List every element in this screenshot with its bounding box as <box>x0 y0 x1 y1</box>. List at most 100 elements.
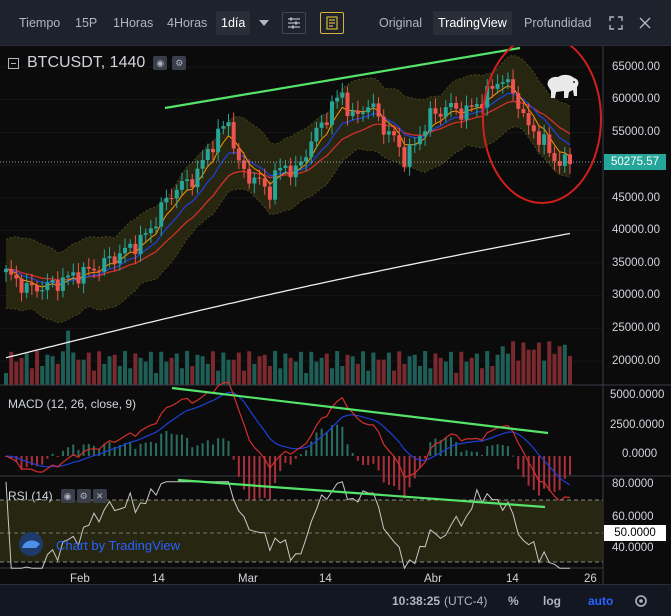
macd-hist-bar <box>465 450 468 456</box>
volume-bar <box>45 354 50 385</box>
volume-bar <box>376 359 381 385</box>
interval-1d[interactable]: 1día <box>216 11 251 35</box>
toolbar: Tiempo 15P 1Horas 4Horas 1día Original T… <box>0 0 671 46</box>
dropdown-arrow-icon[interactable] <box>252 12 276 34</box>
volume-bar <box>324 353 329 385</box>
macd-hist-bar <box>72 444 75 456</box>
candle-body <box>407 144 412 167</box>
volume-bar <box>511 341 516 385</box>
candle-body <box>19 278 24 293</box>
candle-body <box>278 168 283 171</box>
macd-hist-bar <box>274 456 277 484</box>
timezone[interactable]: (UTC-4) <box>444 594 488 608</box>
gear-icon[interactable]: ⚙ <box>76 489 91 503</box>
log-toggle[interactable]: log <box>543 594 561 608</box>
collapse-icon[interactable] <box>8 57 19 69</box>
candle-body <box>226 122 231 127</box>
macd-hist-bar <box>512 455 515 457</box>
candle-body <box>345 92 350 117</box>
volume-bar <box>423 351 428 385</box>
macd-hist-bar <box>108 442 111 456</box>
time-label: Mar <box>238 573 258 585</box>
interval-4h[interactable]: 4Horas <box>167 16 208 30</box>
close-icon[interactable] <box>633 12 657 34</box>
view-original[interactable]: Original <box>379 16 423 30</box>
candle-body <box>45 282 50 291</box>
chart-area[interactable]: BTCUSDT, 1440 ◉ ⚙ MACD (12, 26, close, 9… <box>0 46 671 585</box>
volume-bar <box>298 351 303 385</box>
macd-hist-bar <box>92 445 95 456</box>
fullscreen-icon[interactable] <box>604 12 628 34</box>
macd-hist-bar <box>455 442 458 456</box>
volume-bar <box>4 373 8 385</box>
candle-body <box>60 277 65 291</box>
view-depth[interactable]: Profundidad <box>524 16 592 30</box>
candle-body <box>511 79 516 94</box>
candle-body <box>552 153 557 162</box>
candle-body <box>107 256 112 259</box>
volume-bar <box>505 353 510 385</box>
eye-icon[interactable]: ◉ <box>60 489 75 503</box>
macd-hist-bar <box>263 456 266 498</box>
view-tradingview[interactable]: TradingView <box>433 11 512 35</box>
volume-bar <box>9 351 14 385</box>
candle-body <box>412 144 417 146</box>
volume-bar <box>557 346 562 385</box>
price-chart-canvas[interactable] <box>0 46 671 584</box>
volume-bar <box>304 372 309 385</box>
gear-icon[interactable]: ⚙ <box>172 56 187 70</box>
ema-slow-line <box>5 92 571 285</box>
volume-bar <box>371 352 376 385</box>
macd-hist-bar <box>418 456 421 468</box>
candle-body <box>91 268 96 271</box>
macd-hist-bar <box>124 443 127 456</box>
volume-bar <box>97 351 102 385</box>
settings-sliders-icon[interactable] <box>282 12 306 34</box>
interval-15p[interactable]: 15P <box>75 16 98 30</box>
chart-settings-icon[interactable] <box>633 593 649 612</box>
macd-hist-bar <box>232 456 235 460</box>
eye-icon[interactable]: ◉ <box>153 56 168 70</box>
volume-bar <box>40 365 45 385</box>
candle-body <box>366 107 371 113</box>
rsi-level-tag: 50.0000 <box>604 525 666 541</box>
macd-hist-bar <box>113 446 116 456</box>
notes-icon[interactable] <box>320 12 344 34</box>
macd-hist-bar <box>522 456 525 478</box>
macd-hist-bar <box>15 456 18 462</box>
candle-body <box>257 177 262 179</box>
close-icon[interactable]: ✕ <box>92 489 107 503</box>
candle-body <box>423 131 428 137</box>
rsi-label: 60.0000 <box>612 511 654 523</box>
bollinger-lower-line <box>5 126 571 324</box>
macd-hist-bar <box>227 440 230 456</box>
volume-bar <box>154 372 159 385</box>
volume-bar <box>536 342 541 385</box>
volume-bar <box>459 351 464 385</box>
candle-body <box>242 160 247 169</box>
candle-body <box>123 247 128 254</box>
candle-body <box>521 108 526 114</box>
macd-hist-bar <box>532 456 535 491</box>
auto-toggle[interactable]: auto <box>588 594 614 608</box>
volume-bar <box>143 361 148 385</box>
volume-bar <box>29 368 34 385</box>
bear-icon <box>547 74 579 98</box>
macd-hist-bar <box>129 442 132 456</box>
symbol-title: BTCUSDT, 1440 <box>27 54 146 71</box>
macd-hist-bar <box>103 443 106 456</box>
volume-bar <box>179 368 184 385</box>
volume-bar <box>112 354 117 385</box>
volume-bar <box>438 357 443 385</box>
interval-1h[interactable]: 1Horas <box>113 16 154 30</box>
volume-bar <box>86 352 91 385</box>
candle-body <box>117 253 122 264</box>
volume-bar <box>464 361 469 385</box>
macd-hist-bar <box>569 456 571 475</box>
percent-toggle[interactable]: % <box>508 594 519 608</box>
tradingview-watermark[interactable]: Chart by TradingView <box>14 532 180 559</box>
candle-body <box>443 107 448 117</box>
candle-body <box>190 179 195 188</box>
macd-hist-bar <box>491 445 494 456</box>
macd-hist-bar <box>10 456 13 459</box>
